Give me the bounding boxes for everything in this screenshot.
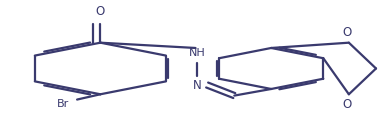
Text: NH: NH: [189, 48, 206, 58]
Text: Br: Br: [57, 98, 69, 109]
Text: O: O: [96, 5, 105, 18]
Text: O: O: [342, 26, 352, 39]
Text: N: N: [193, 78, 202, 92]
Text: O: O: [342, 98, 352, 111]
